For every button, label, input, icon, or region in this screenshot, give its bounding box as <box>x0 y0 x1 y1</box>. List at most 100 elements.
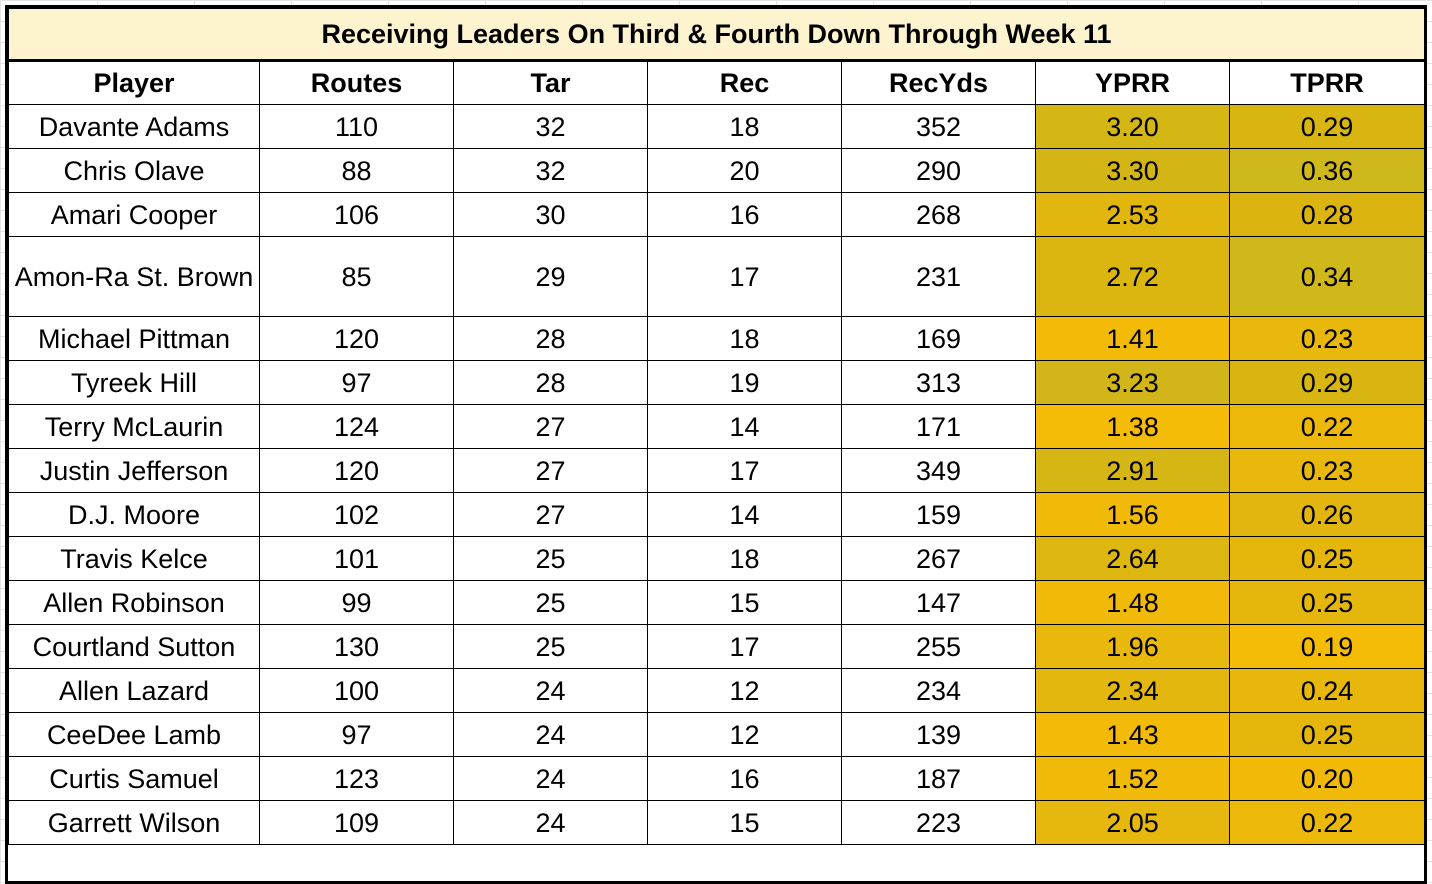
cell-tprr[interactable]: 0.24 <box>1228 668 1426 713</box>
cell-tprr[interactable]: 0.23 <box>1228 448 1426 493</box>
cell-player[interactable]: Amari Cooper <box>8 192 260 237</box>
cell-rec[interactable]: 18 <box>647 536 842 581</box>
cell-recyds[interactable]: 255 <box>841 624 1036 669</box>
cell-recyds[interactable]: 234 <box>841 668 1036 713</box>
cell-routes[interactable]: 85 <box>259 236 454 317</box>
cell-rec[interactable]: 16 <box>647 192 842 237</box>
cell-tar[interactable]: 29 <box>453 236 648 317</box>
cell-routes[interactable]: 120 <box>259 316 454 361</box>
cell-rec[interactable]: 14 <box>647 404 842 449</box>
cell-tar[interactable]: 24 <box>453 800 648 845</box>
cell-yprr[interactable]: 2.05 <box>1035 800 1230 845</box>
cell-tar[interactable]: 27 <box>453 492 648 537</box>
cell-recyds[interactable]: 349 <box>841 448 1036 493</box>
cell-yprr[interactable]: 2.72 <box>1035 236 1230 317</box>
cell-tar[interactable]: 24 <box>453 712 648 757</box>
cell-yprr[interactable]: 1.56 <box>1035 492 1230 537</box>
cell-player[interactable]: Michael Pittman <box>8 316 260 361</box>
cell-player[interactable]: Allen Robinson <box>8 580 260 625</box>
cell-routes[interactable]: 97 <box>259 360 454 405</box>
cell-routes[interactable]: 101 <box>259 536 454 581</box>
cell-routes[interactable]: 99 <box>259 580 454 625</box>
cell-tprr[interactable]: 0.22 <box>1228 800 1426 845</box>
cell-yprr[interactable]: 3.23 <box>1035 360 1230 405</box>
cell-rec[interactable]: 17 <box>647 448 842 493</box>
cell-routes[interactable]: 102 <box>259 492 454 537</box>
cell-tar[interactable]: 28 <box>453 316 648 361</box>
cell-routes[interactable]: 130 <box>259 624 454 669</box>
cell-rec[interactable]: 12 <box>647 712 842 757</box>
cell-rec[interactable]: 18 <box>647 316 842 361</box>
cell-tprr[interactable]: 0.25 <box>1228 536 1426 581</box>
cell-routes[interactable]: 109 <box>259 800 454 845</box>
cell-yprr[interactable]: 1.41 <box>1035 316 1230 361</box>
cell-yprr[interactable]: 2.64 <box>1035 536 1230 581</box>
column-header-player[interactable]: Player <box>8 60 260 105</box>
cell-tar[interactable]: 25 <box>453 624 648 669</box>
cell-player[interactable]: Courtland Sutton <box>8 624 260 669</box>
cell-tprr[interactable]: 0.29 <box>1228 360 1426 405</box>
cell-routes[interactable]: 124 <box>259 404 454 449</box>
table-title[interactable]: Receiving Leaders On Third & Fourth Down… <box>7 8 1426 62</box>
cell-rec[interactable]: 15 <box>647 580 842 625</box>
cell-tprr[interactable]: 0.36 <box>1228 148 1426 193</box>
cell-routes[interactable]: 88 <box>259 148 454 193</box>
cell-tar[interactable]: 27 <box>453 404 648 449</box>
cell-player[interactable]: Terry McLaurin <box>8 404 260 449</box>
column-header-tar[interactable]: Tar <box>453 60 648 105</box>
cell-recyds[interactable]: 223 <box>841 800 1036 845</box>
cell-tar[interactable]: 27 <box>453 448 648 493</box>
cell-tar[interactable]: 24 <box>453 668 648 713</box>
cell-player[interactable]: Allen Lazard <box>8 668 260 713</box>
cell-yprr[interactable]: 1.48 <box>1035 580 1230 625</box>
cell-recyds[interactable]: 187 <box>841 756 1036 801</box>
cell-rec[interactable]: 12 <box>647 668 842 713</box>
cell-tar[interactable]: 30 <box>453 192 648 237</box>
cell-recyds[interactable]: 169 <box>841 316 1036 361</box>
cell-player[interactable]: Amon-Ra St. Brown <box>8 236 260 317</box>
cell-yprr[interactable]: 1.43 <box>1035 712 1230 757</box>
cell-recyds[interactable]: 147 <box>841 580 1036 625</box>
cell-tprr[interactable]: 0.34 <box>1228 236 1426 317</box>
cell-player[interactable]: CeeDee Lamb <box>8 712 260 757</box>
cell-tar[interactable]: 25 <box>453 536 648 581</box>
cell-rec[interactable]: 18 <box>647 104 842 149</box>
cell-rec[interactable]: 17 <box>647 624 842 669</box>
column-header-recyds[interactable]: RecYds <box>841 60 1036 105</box>
cell-tprr[interactable]: 0.19 <box>1228 624 1426 669</box>
cell-rec[interactable]: 15 <box>647 800 842 845</box>
cell-player[interactable]: D.J. Moore <box>8 492 260 537</box>
cell-routes[interactable]: 106 <box>259 192 454 237</box>
column-header-rec[interactable]: Rec <box>647 60 842 105</box>
cell-tprr[interactable]: 0.20 <box>1228 756 1426 801</box>
cell-tar[interactable]: 32 <box>453 148 648 193</box>
cell-recyds[interactable]: 313 <box>841 360 1036 405</box>
cell-yprr[interactable]: 1.38 <box>1035 404 1230 449</box>
cell-recyds[interactable]: 171 <box>841 404 1036 449</box>
cell-recyds[interactable]: 268 <box>841 192 1036 237</box>
cell-player[interactable]: Curtis Samuel <box>8 756 260 801</box>
cell-player[interactable]: Davante Adams <box>8 104 260 149</box>
cell-tar[interactable]: 28 <box>453 360 648 405</box>
cell-player[interactable]: Chris Olave <box>8 148 260 193</box>
cell-tprr[interactable]: 0.29 <box>1228 104 1426 149</box>
cell-rec[interactable]: 17 <box>647 236 842 317</box>
cell-recyds[interactable]: 352 <box>841 104 1036 149</box>
cell-tar[interactable]: 32 <box>453 104 648 149</box>
cell-recyds[interactable]: 231 <box>841 236 1036 317</box>
cell-yprr[interactable]: 1.52 <box>1035 756 1230 801</box>
cell-player[interactable]: Garrett Wilson <box>8 800 260 845</box>
cell-routes[interactable]: 123 <box>259 756 454 801</box>
cell-player[interactable]: Tyreek Hill <box>8 360 260 405</box>
cell-player[interactable]: Justin Jefferson <box>8 448 260 493</box>
cell-yprr[interactable]: 3.20 <box>1035 104 1230 149</box>
cell-rec[interactable]: 14 <box>647 492 842 537</box>
cell-player[interactable]: Travis Kelce <box>8 536 260 581</box>
cell-tar[interactable]: 24 <box>453 756 648 801</box>
cell-rec[interactable]: 19 <box>647 360 842 405</box>
cell-routes[interactable]: 97 <box>259 712 454 757</box>
cell-yprr[interactable]: 2.53 <box>1035 192 1230 237</box>
cell-routes[interactable]: 110 <box>259 104 454 149</box>
cell-routes[interactable]: 120 <box>259 448 454 493</box>
cell-tar[interactable]: 25 <box>453 580 648 625</box>
